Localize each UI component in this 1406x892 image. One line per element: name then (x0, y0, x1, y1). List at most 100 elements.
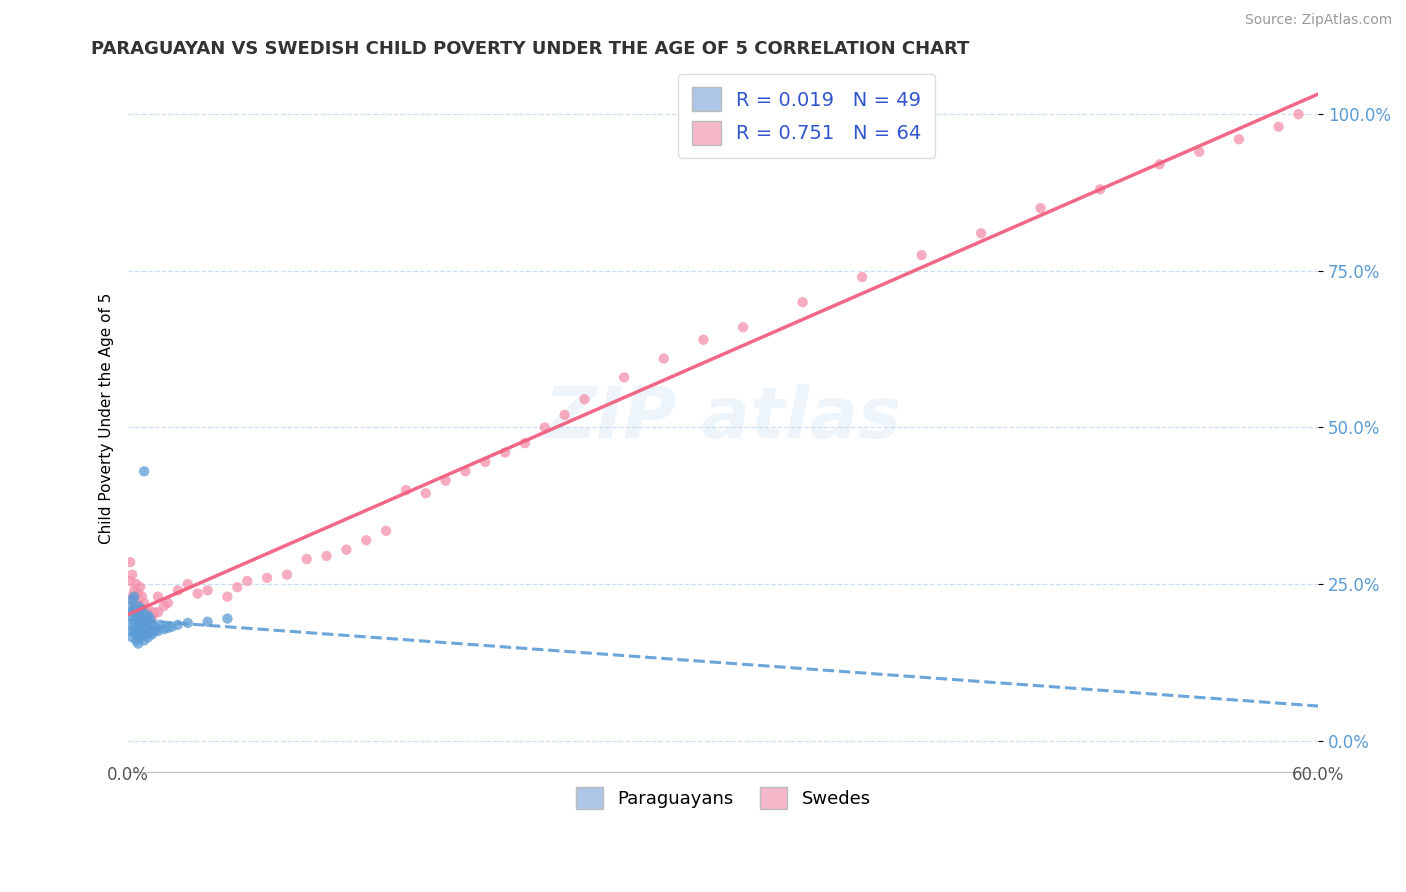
Point (153, 599, 176, 613)
Point (434, 474, 457, 488)
Point (125, 621, 148, 635)
Point (141, 611, 163, 625)
Point (125, 596, 148, 610)
Text: 0.0%: 0.0% (107, 765, 149, 784)
Point (134, 611, 156, 625)
Point (1088, 182, 1111, 196)
Point (474, 455, 496, 469)
Point (1288, 107, 1310, 121)
Point (335, 542, 357, 557)
Point (177, 615, 200, 630)
Point (256, 571, 278, 585)
Point (134, 596, 156, 610)
Point (127, 624, 149, 639)
Point (127, 637, 149, 651)
Point (217, 590, 239, 604)
Point (129, 599, 152, 613)
Point (910, 248, 932, 262)
Point (131, 627, 153, 641)
Point (134, 621, 156, 635)
Point (1188, 145, 1211, 159)
Point (613, 370, 636, 384)
Point (236, 574, 259, 588)
Point (125, 633, 148, 648)
Y-axis label: Child Poverty Under the Age of 5: Child Poverty Under the Age of 5 (100, 293, 114, 544)
Point (454, 464, 477, 478)
Point (135, 605, 157, 619)
Point (127, 611, 149, 625)
Point (135, 615, 157, 629)
Point (134, 633, 156, 648)
Point (733, 320, 755, 334)
Point (851, 270, 873, 285)
Point (415, 486, 437, 500)
Point (146, 605, 169, 619)
Point (395, 483, 418, 497)
Point (226, 580, 249, 594)
Text: Source: ZipAtlas.com: Source: ZipAtlas.com (1244, 13, 1392, 28)
Point (141, 627, 163, 641)
Point (1029, 201, 1052, 215)
Point (513, 436, 536, 450)
Point (533, 420, 555, 434)
Point (120, 574, 142, 588)
Point (122, 590, 145, 604)
Point (129, 617, 152, 632)
Point (141, 617, 163, 632)
Text: PARAGUAYAN VS SWEDISH CHILD POVERTY UNDER THE AGE OF 5 CORRELATION CHART: PARAGUAYAN VS SWEDISH CHILD POVERTY UNDE… (91, 40, 970, 58)
Point (177, 577, 200, 591)
Point (121, 617, 143, 632)
Text: 60.0%: 60.0% (1292, 765, 1344, 784)
Point (139, 624, 162, 639)
Point (127, 608, 149, 623)
Point (187, 586, 209, 600)
Point (120, 555, 142, 569)
Point (354, 533, 377, 548)
Point (121, 567, 143, 582)
Point (197, 615, 219, 629)
Point (122, 602, 145, 616)
Point (156, 621, 179, 635)
Point (494, 445, 516, 459)
Point (131, 590, 153, 604)
Point (166, 617, 188, 632)
Point (136, 621, 159, 635)
Point (197, 583, 219, 598)
Point (136, 631, 159, 645)
Point (146, 590, 169, 604)
Point (166, 583, 188, 598)
Point (131, 605, 153, 619)
Point (156, 596, 179, 610)
Point (121, 592, 143, 607)
Point (122, 583, 145, 598)
Point (120, 608, 142, 623)
Point (131, 615, 153, 629)
Point (217, 611, 239, 625)
Point (129, 580, 152, 594)
Point (1267, 120, 1289, 134)
Point (134, 464, 156, 478)
Point (122, 599, 145, 613)
Point (315, 549, 337, 563)
Point (135, 627, 157, 641)
Point (129, 605, 152, 619)
Point (153, 622, 176, 636)
Point (143, 605, 166, 619)
Point (121, 590, 143, 604)
Point (125, 577, 148, 591)
Point (131, 602, 153, 616)
Point (136, 608, 159, 623)
Point (121, 631, 143, 645)
Point (652, 351, 675, 366)
Point (136, 602, 159, 616)
Point (121, 605, 143, 619)
Point (122, 615, 145, 629)
Point (276, 567, 298, 582)
Point (134, 608, 156, 623)
Point (692, 333, 714, 347)
Point (139, 611, 162, 625)
Legend: Paraguayans, Swedes: Paraguayans, Swedes (568, 780, 879, 816)
Point (1227, 132, 1250, 146)
Point (970, 226, 993, 240)
Text: ZIP atlas: ZIP atlas (544, 384, 901, 452)
